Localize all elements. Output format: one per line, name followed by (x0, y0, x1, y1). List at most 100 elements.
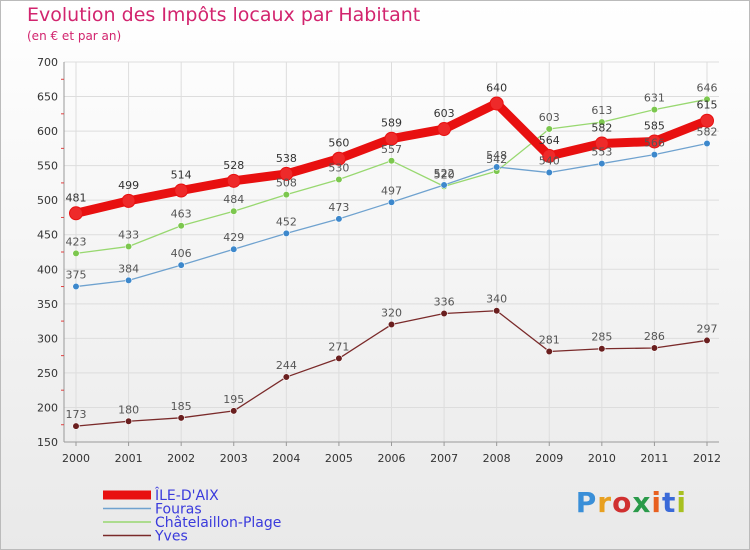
data-label-yves: 297 (697, 322, 718, 335)
data-label-fouras: 429 (223, 231, 244, 244)
data-label-chatelaillon-plage: 484 (223, 193, 244, 206)
point-chatelaillon-plage (703, 95, 711, 103)
point-fouras (282, 229, 290, 237)
data-label-fouras: 582 (697, 126, 718, 139)
point-fouras (545, 168, 553, 177)
point-chatelaillon-plage (545, 125, 553, 133)
data-label-fouras: 540 (539, 155, 560, 168)
data-label-chatelaillon-plage: 433 (118, 228, 139, 241)
data-label-fouras: 384 (118, 262, 139, 275)
chart-subtitle: (en € et par an) (27, 29, 122, 43)
data-label-chatelaillon-plage: 520 (434, 168, 455, 181)
data-label-chatelaillon-plage: 631 (644, 92, 665, 105)
series-lines (69, 95, 714, 430)
point-yves (282, 373, 290, 381)
data-label-chatelaillon-plage: 530 (328, 161, 349, 174)
point-fouras (650, 150, 659, 159)
point-chatelaillon-plage (177, 222, 185, 230)
point-ile-d-aix (279, 166, 294, 181)
y-tick-label: 450 (37, 229, 58, 242)
point-ile-d-aix (647, 134, 662, 149)
data-label-fouras: 473 (328, 201, 349, 214)
y-tick-label: 300 (37, 332, 58, 345)
x-tick-label: 2009 (535, 452, 563, 465)
data-label-ile-d-aix: 560 (328, 137, 349, 150)
logo-letter: t (662, 486, 677, 519)
data-label-ile-d-aix: 603 (434, 107, 455, 120)
point-chatelaillon-plage (650, 106, 659, 114)
point-yves (650, 344, 659, 352)
data-label-chatelaillon-plage: 508 (276, 177, 297, 190)
data-label-fouras: 452 (276, 215, 297, 228)
point-ile-d-aix (542, 148, 557, 163)
logo-letter: P (575, 486, 598, 519)
logo-letter: i (676, 486, 687, 519)
point-chatelaillon-plage (335, 175, 343, 184)
point-yves (493, 307, 501, 315)
point-fouras (598, 159, 606, 168)
axes: 150 200 250 300 350 400 450 500 550 600 650 700 2000… (37, 56, 721, 465)
y-tick-label: 550 (37, 160, 58, 173)
point-ile-d-aix (121, 193, 136, 208)
x-tick-label: 2006 (378, 452, 406, 465)
x-tick-label: 2007 (430, 452, 458, 465)
data-label-yves: 340 (486, 293, 507, 306)
data-label-ile-d-aix: 564 (539, 134, 560, 147)
point-ile-d-aix (174, 183, 189, 198)
y-tick-label: 700 (37, 56, 58, 69)
point-chatelaillon-plage (282, 191, 290, 199)
point-fouras (703, 139, 711, 148)
x-tick-label: 2002 (167, 452, 195, 465)
y-tick-label: 500 (37, 194, 58, 207)
data-label-ile-d-aix: 499 (118, 179, 139, 192)
point-fouras (493, 163, 501, 171)
data-label-fouras: 553 (591, 146, 612, 159)
y-tick-label: 650 (37, 91, 58, 104)
data-label-yves: 285 (591, 331, 612, 344)
point-fouras (72, 282, 80, 291)
point-ile-d-aix (489, 96, 504, 111)
data-label-fouras: 566 (644, 137, 665, 150)
legend-label-chatelaillon-plage: Châtelaillon-Plage (155, 515, 281, 531)
y-tick-label: 200 (37, 401, 58, 414)
data-label-chatelaillon-plage: 613 (591, 104, 612, 117)
data-label-fouras: 548 (486, 149, 507, 162)
point-yves (440, 309, 448, 318)
x-tick-label: 2003 (220, 452, 248, 465)
point-ile-d-aix (437, 122, 452, 137)
logo-letter: i (651, 486, 662, 519)
point-yves (545, 347, 553, 356)
data-label-fouras: 375 (66, 269, 87, 282)
point-fouras (177, 261, 185, 269)
y-tick-label: 350 (37, 298, 58, 311)
legend-label-fouras: Fouras (155, 502, 202, 518)
point-yves (703, 336, 711, 345)
legend-label-yves: Yves (154, 529, 188, 545)
point-ile-d-aix (384, 131, 399, 146)
data-label-ile-d-aix: 589 (381, 117, 402, 130)
point-yves (387, 320, 396, 329)
y-tick-label: 150 (37, 436, 58, 449)
y-tick-label: 250 (37, 367, 58, 380)
legend-label-ile-d-aix: ÎLE-D'AIX (154, 486, 219, 504)
data-label-chatelaillon-plage: 542 (486, 153, 507, 166)
point-yves (230, 407, 238, 415)
point-ile-d-aix (69, 206, 83, 221)
point-chatelaillon-plage (72, 249, 80, 257)
point-fouras (335, 215, 343, 223)
data-label-yves: 244 (276, 359, 297, 372)
point-fouras (387, 198, 396, 206)
data-label-ile-d-aix: 640 (486, 81, 507, 94)
data-label-chatelaillon-plage: 423 (66, 235, 87, 248)
x-tick-label: 2004 (272, 452, 300, 465)
data-label-yves: 173 (66, 408, 87, 421)
point-yves (335, 354, 343, 363)
data-label-yves: 336 (434, 295, 455, 308)
y-tick-label: 600 (37, 125, 58, 138)
point-fouras (440, 181, 448, 189)
data-label-yves: 281 (539, 333, 560, 346)
data-label-yves: 185 (171, 400, 192, 413)
point-ile-d-aix (594, 136, 609, 151)
